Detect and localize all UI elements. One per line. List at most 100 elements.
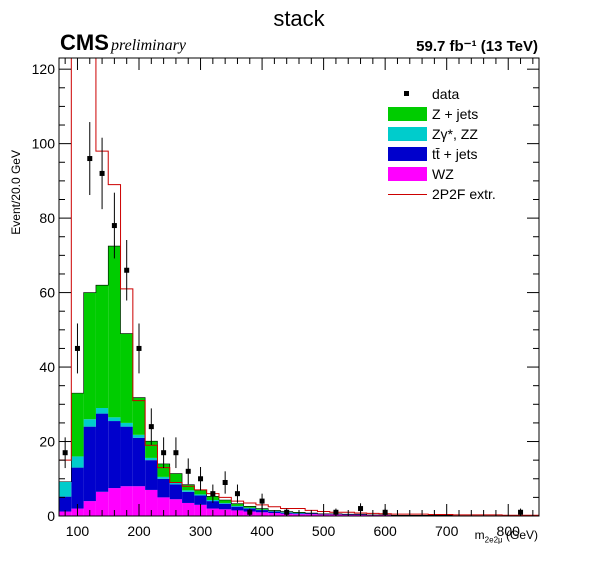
x-tick-label-500: 500 — [312, 523, 336, 539]
stack-bar-tt-jets-1 — [71, 467, 84, 509]
data-point-5 — [124, 267, 130, 273]
legend-label-z-jets: Z + jets — [432, 106, 479, 122]
data-point-16 — [259, 498, 265, 504]
stack-bar-z-jets-5 — [120, 333, 133, 423]
extrapolation-line — [58, 57, 539, 516]
stack-bar-tt-jets-9 — [169, 484, 183, 500]
stack-bar-tt-jets-3 — [95, 413, 109, 492]
stack-bar-tt-jets-13 — [219, 503, 232, 510]
stack-bar-tt-jets-10 — [182, 491, 195, 503]
x-axis-label-unit: (GeV) — [505, 528, 538, 542]
stack-bar-z-jets-2 — [83, 292, 96, 420]
x-tick-label-400: 400 — [250, 523, 274, 539]
legend-symbol-z-jets — [388, 107, 427, 121]
stack-bar-tt-jets-5 — [120, 426, 133, 487]
y-tick-label-0: 0 — [47, 508, 55, 524]
stack-bar-wz-10 — [182, 502, 195, 516]
x-tick-label-100: 100 — [66, 523, 90, 539]
stack-bar-z-zz-4 — [108, 417, 121, 422]
stack-bar-wz-2 — [83, 501, 96, 516]
data-point-12 — [210, 491, 216, 497]
data-point-7 — [148, 424, 154, 430]
stack-bar-z-zz-11 — [194, 494, 207, 496]
stack-bar-tt-jets-6 — [132, 437, 146, 487]
legend-symbol-tt-jets — [388, 147, 427, 161]
stack-bar-z-jets-3 — [95, 285, 109, 409]
stack-bar-wz-3 — [95, 491, 109, 516]
data-point-19 — [358, 506, 364, 512]
stack-bar-tt-jets-2 — [83, 426, 96, 502]
data-point-3 — [99, 170, 105, 176]
y-tick-label-60: 60 — [39, 285, 55, 301]
stack-bar-z-jets-15 — [243, 506, 256, 508]
data-point-4 — [111, 223, 117, 229]
stack-bar-wz-9 — [169, 499, 183, 516]
legend-label-2p2f-extr-: 2P2F extr. — [432, 186, 496, 202]
legend-label-wz: WZ — [432, 166, 454, 182]
stack-bar-z-zz-0 — [59, 481, 72, 497]
data-point-9 — [173, 450, 179, 456]
stack-bar-z-zz-2 — [83, 419, 96, 427]
x-tick-label-300: 300 — [189, 523, 213, 539]
legend-symbol-2p2f-extr- — [388, 194, 427, 195]
x-tick-label-700: 700 — [435, 523, 459, 539]
preliminary-label: preliminary — [111, 37, 186, 54]
stack-bar-z-jets-4 — [108, 246, 121, 418]
stack-bar-z-zz-10 — [182, 490, 195, 492]
legend-symbol-data — [404, 91, 409, 96]
stack-bar-z-zz-5 — [120, 422, 133, 427]
stack-bar-z-jets-11 — [194, 489, 207, 495]
legend-symbol-z-zz — [388, 127, 427, 141]
x-tick-label-800: 800 — [497, 523, 521, 539]
y-tick-label-80: 80 — [39, 210, 55, 226]
y-tick-label-20: 20 — [39, 434, 55, 450]
x-axis-label-var: m — [474, 528, 485, 542]
x-axis-label-sub: 2e2μ — [484, 535, 503, 545]
plot-title: stack — [273, 6, 325, 31]
stack-outline — [58, 245, 539, 516]
stack-bar-z-zz-14 — [231, 505, 244, 507]
data-point-6 — [136, 345, 142, 351]
stack-bar-z-jets-1 — [71, 393, 84, 457]
stack-bar-z-jets-13 — [219, 499, 232, 503]
stack-bar-wz-4 — [108, 488, 121, 516]
stack-bar-tt-jets-8 — [157, 478, 170, 498]
stack-bar-z-zz-6 — [132, 434, 146, 438]
data-point-8 — [161, 450, 167, 456]
y-tick-label-120: 120 — [32, 61, 56, 77]
stack-bar-wz-7 — [145, 489, 158, 516]
stack-bar-z-zz-3 — [95, 408, 109, 414]
stack-bar-wz-5 — [120, 486, 133, 516]
data-point-10 — [185, 468, 191, 474]
stack-bar-wz-8 — [157, 497, 170, 516]
stack-bar-tt-jets-4 — [108, 421, 121, 489]
y-tick-label-100: 100 — [32, 136, 56, 152]
stack-bar-z-jets-9 — [169, 473, 183, 483]
data-point-13 — [222, 479, 228, 485]
stack-bar-z-zz-1 — [71, 456, 84, 468]
stack-bar-z-jets-10 — [182, 484, 195, 491]
stack-bar-z-jets-14 — [231, 503, 244, 506]
data-point-14 — [234, 491, 240, 497]
legend-symbol-wz — [388, 167, 427, 181]
data-point-2 — [87, 156, 93, 162]
x-tick-label-200: 200 — [127, 523, 151, 539]
x-tick-label-600: 600 — [373, 523, 397, 539]
stack-bar-tt-jets-7 — [145, 460, 158, 490]
stack-bar-z-zz-15 — [243, 507, 256, 509]
legend-label-z-zz: Zγ*, ZZ — [432, 126, 478, 142]
stack-bar-z-zz-13 — [219, 502, 232, 504]
stack-bar-z-zz-7 — [145, 457, 158, 461]
stack-bar-z-zz-9 — [169, 482, 183, 485]
data-point-1 — [74, 345, 80, 351]
stack-bar-tt-jets-0 — [59, 496, 72, 512]
luminosity-label: 59.7 fb⁻¹ (13 TeV) — [416, 38, 538, 55]
y-tick-label-40: 40 — [39, 359, 55, 375]
data-point-0 — [62, 450, 68, 456]
stack-bar-z-jets-6 — [132, 397, 146, 435]
data-point-11 — [198, 476, 204, 482]
legend-label-data: data — [432, 86, 460, 102]
stack-bar-tt-jets-14 — [231, 506, 244, 511]
x-axis-label: m2e2μ (GeV) — [475, 528, 538, 544]
